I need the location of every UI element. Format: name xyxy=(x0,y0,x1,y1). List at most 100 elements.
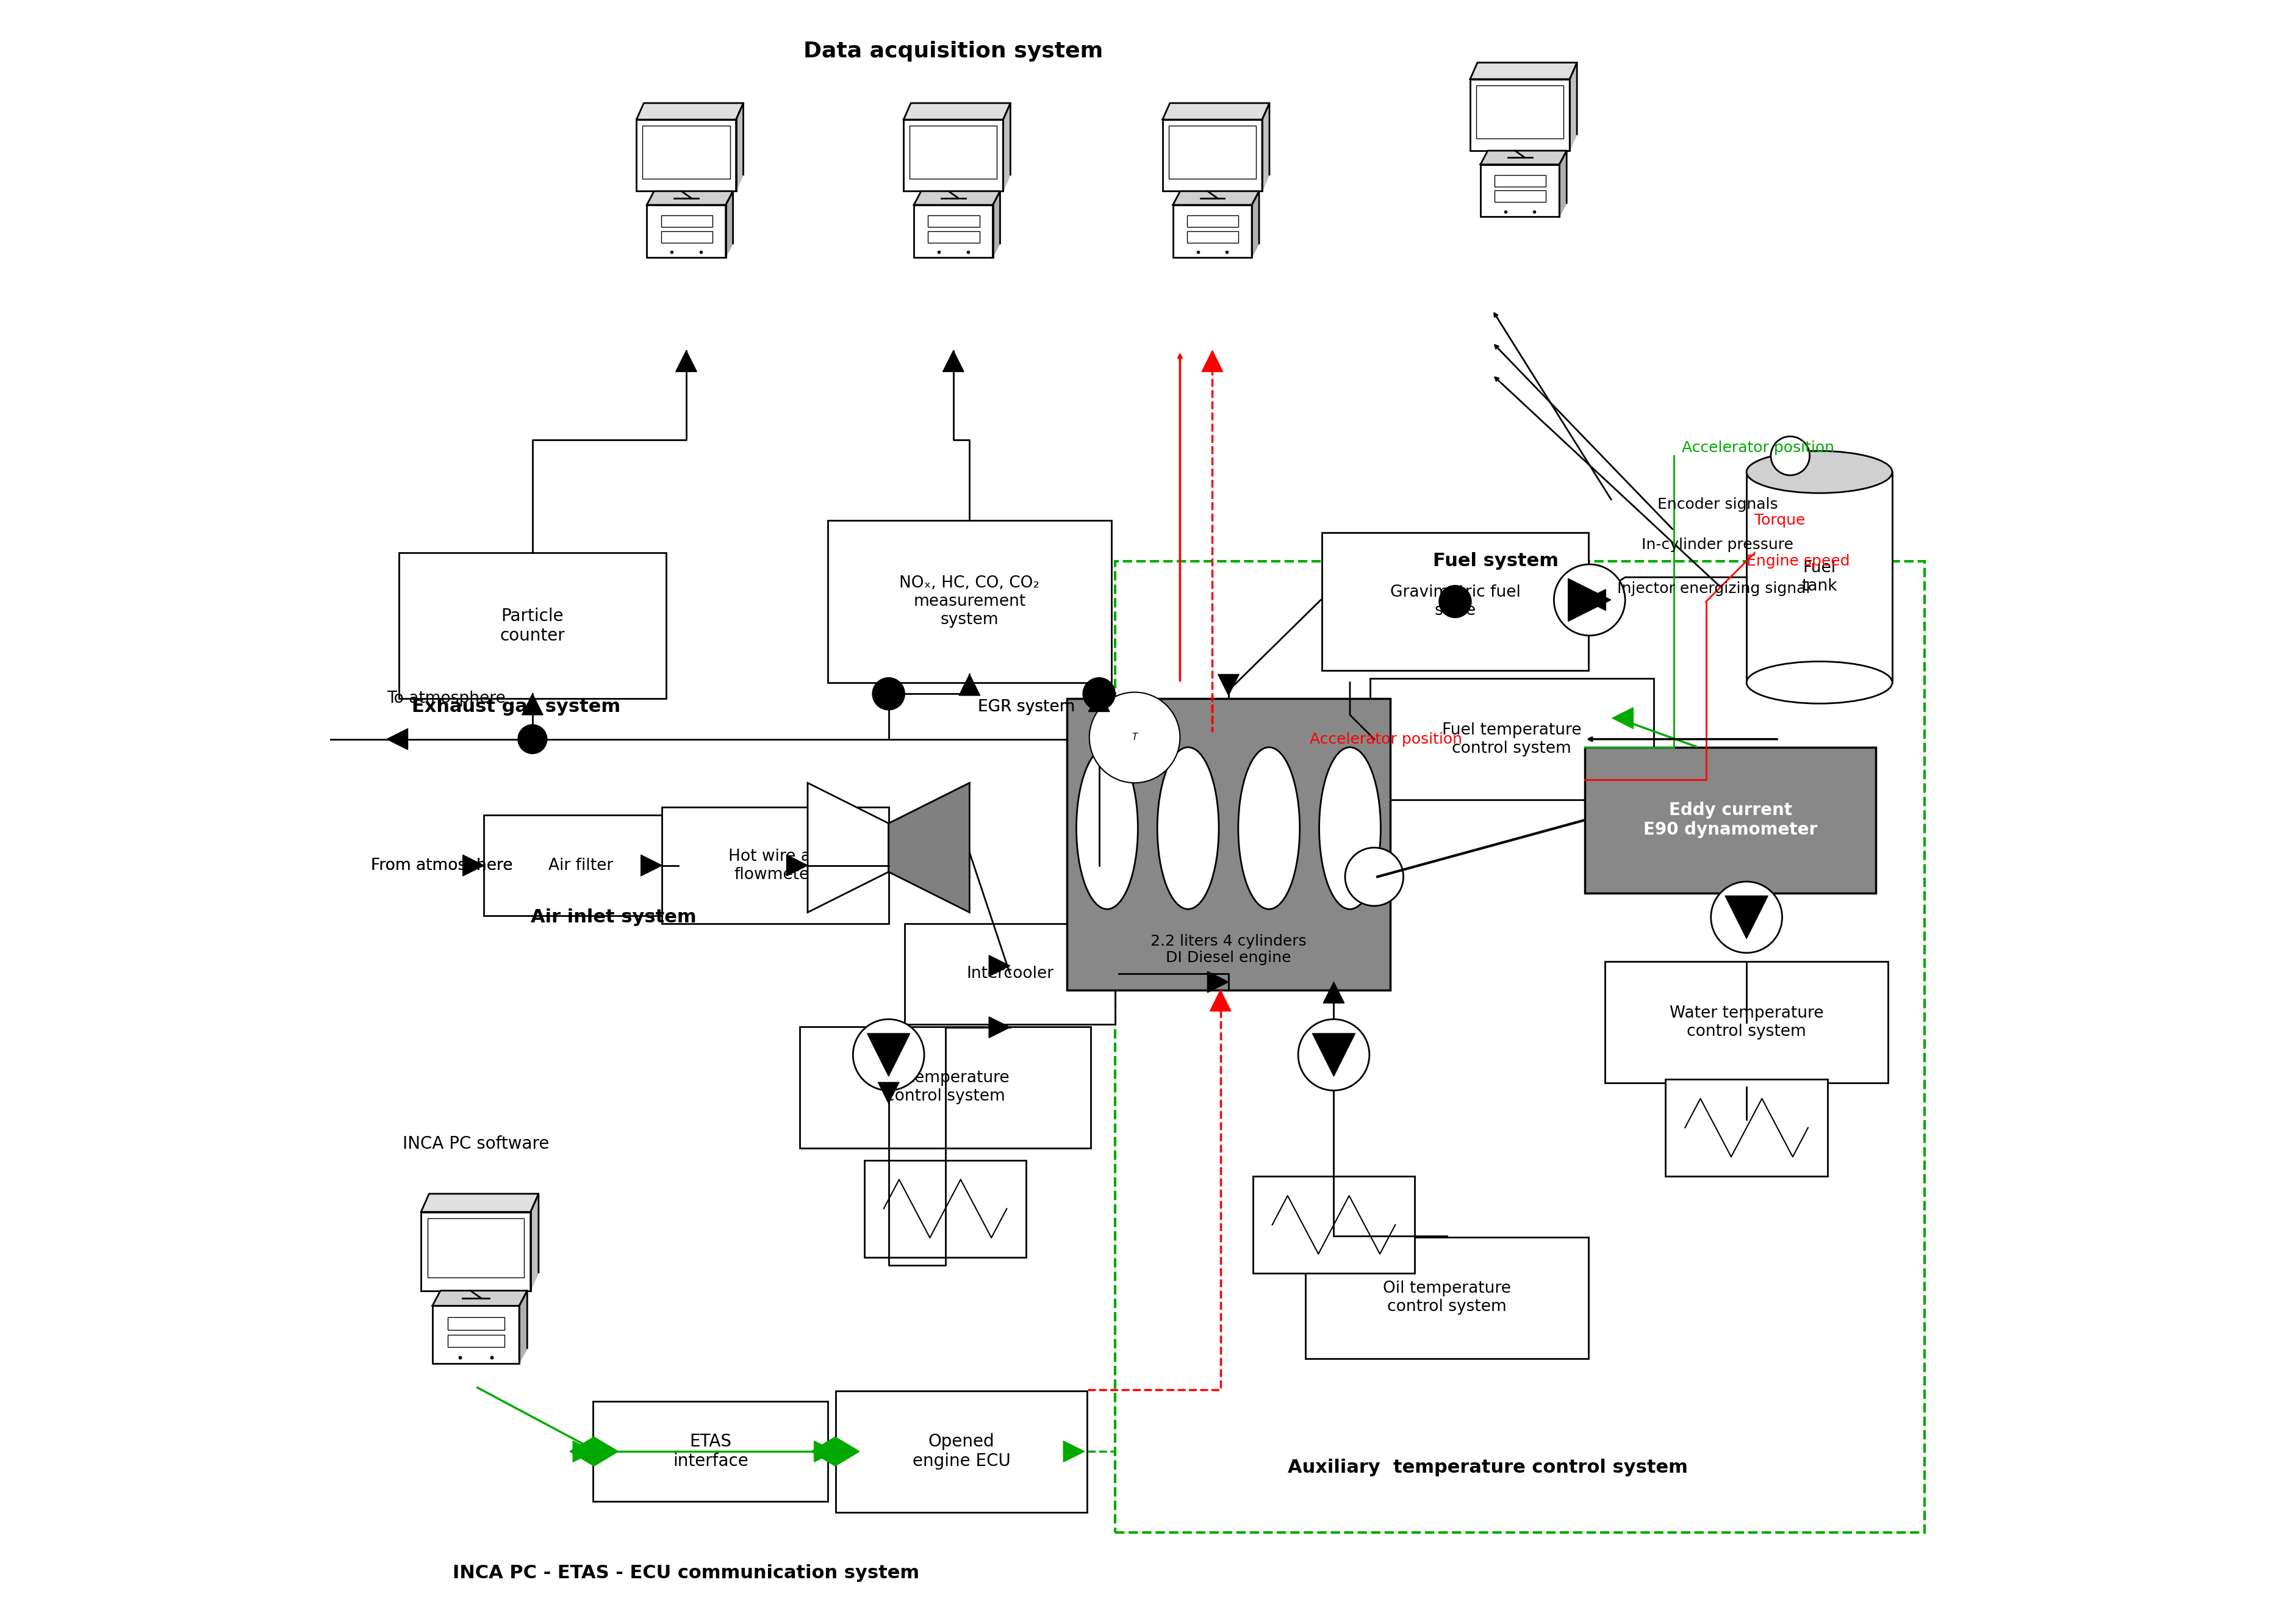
FancyBboxPatch shape xyxy=(902,120,1003,192)
Polygon shape xyxy=(531,1194,538,1291)
Text: From atmosphere: From atmosphere xyxy=(371,857,513,874)
Polygon shape xyxy=(1251,192,1258,257)
FancyBboxPatch shape xyxy=(636,120,736,192)
Ellipse shape xyxy=(1746,661,1892,703)
Text: Water temperature
control system: Water temperature control system xyxy=(1671,1005,1823,1039)
Text: In-cylinder pressure: In-cylinder pressure xyxy=(1641,538,1794,552)
FancyBboxPatch shape xyxy=(1746,473,1892,682)
Polygon shape xyxy=(868,1033,909,1077)
FancyBboxPatch shape xyxy=(1604,961,1889,1083)
Text: Data acquisition system: Data acquisition system xyxy=(804,41,1103,62)
Text: Fuel
tank: Fuel tank xyxy=(1800,560,1837,594)
FancyBboxPatch shape xyxy=(661,231,713,242)
Text: Fuel system: Fuel system xyxy=(1433,552,1559,570)
Ellipse shape xyxy=(1746,451,1892,494)
FancyBboxPatch shape xyxy=(905,924,1114,1025)
Text: Exhaust gas system: Exhaust gas system xyxy=(412,698,620,716)
FancyBboxPatch shape xyxy=(800,1026,1092,1148)
FancyBboxPatch shape xyxy=(1169,125,1256,179)
Text: Air inlet system: Air inlet system xyxy=(531,908,697,926)
Text: Accelerator position: Accelerator position xyxy=(1682,440,1835,455)
Polygon shape xyxy=(387,729,408,750)
Polygon shape xyxy=(1003,102,1010,192)
FancyBboxPatch shape xyxy=(1162,120,1263,192)
Text: Auxiliary  temperature control system: Auxiliary temperature control system xyxy=(1288,1458,1686,1476)
Polygon shape xyxy=(433,1291,526,1306)
Polygon shape xyxy=(889,783,969,913)
FancyBboxPatch shape xyxy=(1495,175,1545,187)
Text: From atmosphere: From atmosphere xyxy=(371,857,513,874)
FancyBboxPatch shape xyxy=(1470,80,1570,151)
FancyBboxPatch shape xyxy=(1584,747,1876,893)
Ellipse shape xyxy=(1320,747,1381,909)
FancyBboxPatch shape xyxy=(661,216,713,227)
Polygon shape xyxy=(1470,63,1577,80)
Polygon shape xyxy=(877,1082,900,1103)
Text: Torque: Torque xyxy=(1755,513,1805,528)
FancyBboxPatch shape xyxy=(1253,1176,1415,1273)
Ellipse shape xyxy=(1158,747,1219,909)
Text: Accelerator position: Accelerator position xyxy=(1310,732,1461,747)
FancyBboxPatch shape xyxy=(1187,231,1237,242)
Text: Hot wire air
flowmeter: Hot wire air flowmeter xyxy=(729,848,823,882)
FancyBboxPatch shape xyxy=(483,815,679,916)
Ellipse shape xyxy=(1237,747,1299,909)
Text: Engine speed: Engine speed xyxy=(1746,554,1851,568)
FancyBboxPatch shape xyxy=(449,1317,504,1330)
Polygon shape xyxy=(640,854,661,875)
Polygon shape xyxy=(1324,983,1345,1004)
Polygon shape xyxy=(572,1440,595,1462)
Circle shape xyxy=(852,1020,925,1090)
Text: NOₓ, HC, CO, CO₂
measurement
system: NOₓ, HC, CO, CO₂ measurement system xyxy=(900,575,1039,628)
Polygon shape xyxy=(989,1017,1010,1038)
FancyBboxPatch shape xyxy=(422,1212,531,1291)
Polygon shape xyxy=(736,102,743,192)
Polygon shape xyxy=(1481,151,1566,164)
Polygon shape xyxy=(994,192,1000,257)
Polygon shape xyxy=(570,1437,618,1466)
Polygon shape xyxy=(1568,578,1611,622)
Text: Injector energizing signal: Injector energizing signal xyxy=(1618,581,1810,596)
Text: Gravimetric fuel
scale: Gravimetric fuel scale xyxy=(1390,585,1520,619)
FancyBboxPatch shape xyxy=(1370,679,1655,801)
FancyBboxPatch shape xyxy=(909,125,996,179)
Polygon shape xyxy=(1559,151,1566,216)
Text: T: T xyxy=(1133,732,1137,742)
Polygon shape xyxy=(786,854,807,875)
FancyBboxPatch shape xyxy=(1067,698,1390,991)
FancyBboxPatch shape xyxy=(836,1390,1087,1512)
Text: Fuel temperature
control system: Fuel temperature control system xyxy=(1443,723,1582,757)
FancyBboxPatch shape xyxy=(1174,205,1251,257)
Polygon shape xyxy=(1313,1033,1356,1077)
FancyBboxPatch shape xyxy=(433,1306,520,1363)
FancyBboxPatch shape xyxy=(593,1402,827,1502)
FancyBboxPatch shape xyxy=(1322,533,1588,671)
Text: Intercooler: Intercooler xyxy=(966,966,1053,983)
Polygon shape xyxy=(1584,590,1607,611)
Text: To atmosphere: To atmosphere xyxy=(387,690,506,706)
Polygon shape xyxy=(989,955,1010,976)
Text: Eddy current
E90 dynamometer: Eddy current E90 dynamometer xyxy=(1643,802,1816,838)
FancyBboxPatch shape xyxy=(399,554,665,698)
Polygon shape xyxy=(1162,102,1269,120)
Circle shape xyxy=(875,679,902,708)
Circle shape xyxy=(1438,585,1472,617)
FancyBboxPatch shape xyxy=(647,205,725,257)
Polygon shape xyxy=(1217,674,1240,695)
Circle shape xyxy=(1083,677,1114,710)
FancyBboxPatch shape xyxy=(1495,190,1545,201)
Text: 2.2 liters 4 cylinders
DI Diesel engine: 2.2 liters 4 cylinders DI Diesel engine xyxy=(1151,934,1306,965)
Polygon shape xyxy=(463,854,483,875)
Circle shape xyxy=(1771,437,1810,476)
Polygon shape xyxy=(725,192,734,257)
Polygon shape xyxy=(1263,102,1269,192)
Polygon shape xyxy=(1174,192,1258,205)
Circle shape xyxy=(1299,1020,1370,1090)
Polygon shape xyxy=(944,351,964,372)
Circle shape xyxy=(1554,564,1625,635)
Text: ETAS
interface: ETAS interface xyxy=(672,1432,748,1470)
FancyBboxPatch shape xyxy=(928,231,980,242)
Polygon shape xyxy=(1201,351,1224,372)
Polygon shape xyxy=(1208,971,1228,992)
Text: EGR system: EGR system xyxy=(978,698,1076,715)
